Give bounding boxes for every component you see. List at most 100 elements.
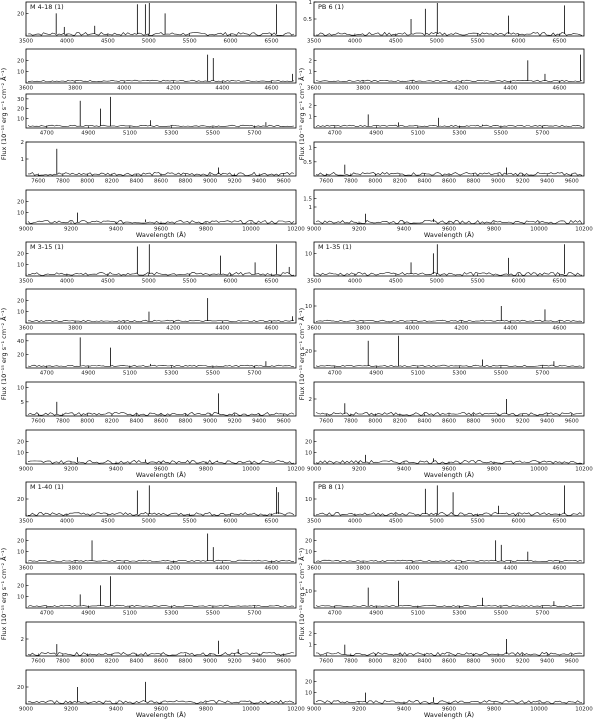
panel-2: 3600 3800 4000 4200 4400 4600 10 20 xyxy=(17,48,297,92)
panel-5-xtick-label-3: 9400 xyxy=(109,227,123,233)
panel-6-title: PB 6 (1) xyxy=(318,3,344,11)
panel-2-ytick-label-1: 10 xyxy=(17,70,24,76)
panel-4-xtick-label-1: 7600 xyxy=(31,179,45,185)
panel-30-xtick-label-4: 9600 xyxy=(442,707,456,713)
panel-4-xtick-label-4: 8200 xyxy=(105,179,119,185)
panel-13-ytick-label-2: 40 xyxy=(17,339,24,345)
panel-5-frame xyxy=(25,189,297,225)
panel-10-xtick-label-5: 9800 xyxy=(487,227,501,233)
panel-12-ytick-label-2: 20 xyxy=(17,298,24,304)
panel-19-xtick-label-9: 9200 xyxy=(516,419,530,425)
panel-8-xtick-label-2: 4900 xyxy=(369,131,383,137)
panel-6-frame xyxy=(313,1,585,37)
panel-24-ytick-label-1: 2 xyxy=(21,637,25,643)
panel-5-xlabel: Wavelength (Å) xyxy=(136,230,186,239)
panel-9-xtick-label-3: 8000 xyxy=(368,179,382,185)
panel-20-xtick-label-6: 10000 xyxy=(530,467,548,473)
panel-19-xtick-label-4: 8200 xyxy=(393,419,407,425)
panel-6-xtick-label-3: 4500 xyxy=(389,39,403,45)
panel-23-xtick-label-6: 5700 xyxy=(247,611,261,617)
panel-4-xtick-label-9: 9200 xyxy=(228,179,242,185)
panel-14-xtick-label-1: 7600 xyxy=(31,419,45,425)
panel-9-frame xyxy=(313,141,585,177)
panel-27-xtick-label-4: 4200 xyxy=(454,566,468,572)
panel-9-xtick-label-6: 8600 xyxy=(442,179,456,185)
panel-8-ytick-label-1: 1 xyxy=(309,115,313,121)
panel-14-xtick-label-4: 8200 xyxy=(105,419,119,425)
shared-ylabel-6: Flux (10⁻¹⁵ erg s⁻¹ cm⁻² Å⁻¹) xyxy=(297,548,306,640)
panel-14-ytick-label-1: 5 xyxy=(21,400,25,406)
panel-11-continuum xyxy=(27,271,295,276)
panel-18-frame xyxy=(313,333,585,369)
panel-30-ytick-label-2: 20 xyxy=(305,679,312,685)
panel-14-xtick-label-6: 8600 xyxy=(154,419,168,425)
panel-11-xtick-label-2: 4000 xyxy=(60,279,74,285)
panel-17-frame xyxy=(313,288,585,324)
panel-3-xtick-label-1: 4700 xyxy=(40,131,54,137)
panel-24-xtick-label-8: 9000 xyxy=(203,659,217,665)
panel-4-xtick-label-11: 9600 xyxy=(277,179,291,185)
panel-21-title: M 1-40 (1) xyxy=(30,483,64,491)
panel-15-xtick-label-7: 10200 xyxy=(287,467,305,473)
shared-ylabel-4: Flux (10⁻¹⁵ erg s⁻¹ cm⁻² Å⁻¹) xyxy=(297,308,306,400)
panel-8-xtick-label-6: 5700 xyxy=(535,131,549,137)
panel-10-continuum xyxy=(315,219,583,225)
panel-9-xtick-label-4: 8200 xyxy=(393,179,407,185)
panel-20-xtick-label-1: 9000 xyxy=(307,467,321,473)
panel-1-frame xyxy=(25,1,297,37)
panel-26-ytick-label-1: 10 xyxy=(305,497,312,503)
panel-25-xtick-label-2: 9200 xyxy=(64,707,78,713)
panel-12-frame xyxy=(25,288,297,324)
panel-27-xtick-label-1: 3600 xyxy=(307,566,321,572)
panel-12: 3600 3800 4000 4200 4400 4600 10 20 xyxy=(17,288,297,332)
panel-7-xtick-label-1: 3600 xyxy=(307,86,321,92)
panel-25-xtick-label-5: 9800 xyxy=(199,707,213,713)
panel-17-xtick-label-1: 3600 xyxy=(307,326,321,332)
panel-16: 3500 4000 4500 5000 5500 6000 6500 10 M 1-35 (1) xyxy=(305,241,585,285)
panel-22-ytick-label-1: 10 xyxy=(17,550,24,556)
panel-30: 9000 9200 9400 9600 9800 10000 10200 10 20 Wavele… xyxy=(305,669,593,719)
panel-17-continuum xyxy=(315,319,583,323)
panel-2-xtick-label-5: 4400 xyxy=(215,86,229,92)
panel-8-frame xyxy=(313,93,585,129)
panel-17-ytick-label-1: 10 xyxy=(305,304,312,310)
panel-14-xtick-label-3: 8000 xyxy=(80,419,94,425)
panel-8-xtick-label-3: 5100 xyxy=(411,131,425,137)
panel-1-title: M 4-18 (1) xyxy=(30,3,64,11)
panel-2-xtick-label-3: 4000 xyxy=(117,86,131,92)
panel-1-xtick-label-1: 3500 xyxy=(19,39,33,45)
panel-17-xtick-label-5: 4400 xyxy=(503,326,517,332)
panel-23-frame xyxy=(25,573,297,609)
panel-6-xtick-label-2: 4000 xyxy=(348,39,362,45)
panel-6-xtick-label-6: 6000 xyxy=(512,39,526,45)
panel-14-xtick-label-10: 9400 xyxy=(252,419,266,425)
panel-4-xtick-label-6: 8600 xyxy=(154,179,168,185)
panel-11-title: M 3-15 (1) xyxy=(30,243,64,251)
panel-10: 9000 9200 9400 9600 9800 10000 10200 1 1.5 Wavele… xyxy=(303,189,593,239)
panel-26-title: PB 8 (1) xyxy=(318,483,344,491)
panel-29-xtick-label-6: 8600 xyxy=(442,659,456,665)
panel-23: 4700 4900 5100 5300 5500 5700 10 20 xyxy=(17,573,297,617)
panel-3-xtick-label-6: 5700 xyxy=(247,131,261,137)
panel-18-xtick-label-4: 5300 xyxy=(452,371,466,377)
panel-19-xtick-label-7: 8800 xyxy=(467,419,481,425)
panel-5-ytick-label-1: 10 xyxy=(17,211,24,217)
panel-19-xtick-label-6: 8600 xyxy=(442,419,456,425)
panel-10-xtick-label-1: 9000 xyxy=(307,227,321,233)
panel-5-xtick-label-1: 9000 xyxy=(19,227,33,233)
panel-20-xtick-label-7: 10200 xyxy=(575,467,593,473)
panel-2-continuum xyxy=(27,79,295,83)
panel-25-xtick-label-6: 10000 xyxy=(242,707,260,713)
panel-27-ytick-label-1: 10 xyxy=(305,550,312,556)
panel-18-xtick-label-2: 4900 xyxy=(369,371,383,377)
panel-3-xtick-label-3: 5100 xyxy=(123,131,137,137)
panel-15-frame xyxy=(25,429,297,465)
panel-29-xtick-label-11: 9600 xyxy=(565,659,579,665)
panel-5-ytick-label-2: 20 xyxy=(17,199,24,205)
panel-23-xtick-label-4: 5300 xyxy=(164,611,178,617)
panel-19: 7600 7800 8000 8200 8400 8600 8800 9000 9200 9400… xyxy=(309,381,585,425)
panel-26: 3500 4000 4500 5000 5500 6000 6500 10 PB 8 (1) xyxy=(305,481,585,525)
panel-30-frame xyxy=(313,669,585,705)
panel-7: 3600 3800 4000 4200 4400 4600 1 2 xyxy=(307,48,585,92)
